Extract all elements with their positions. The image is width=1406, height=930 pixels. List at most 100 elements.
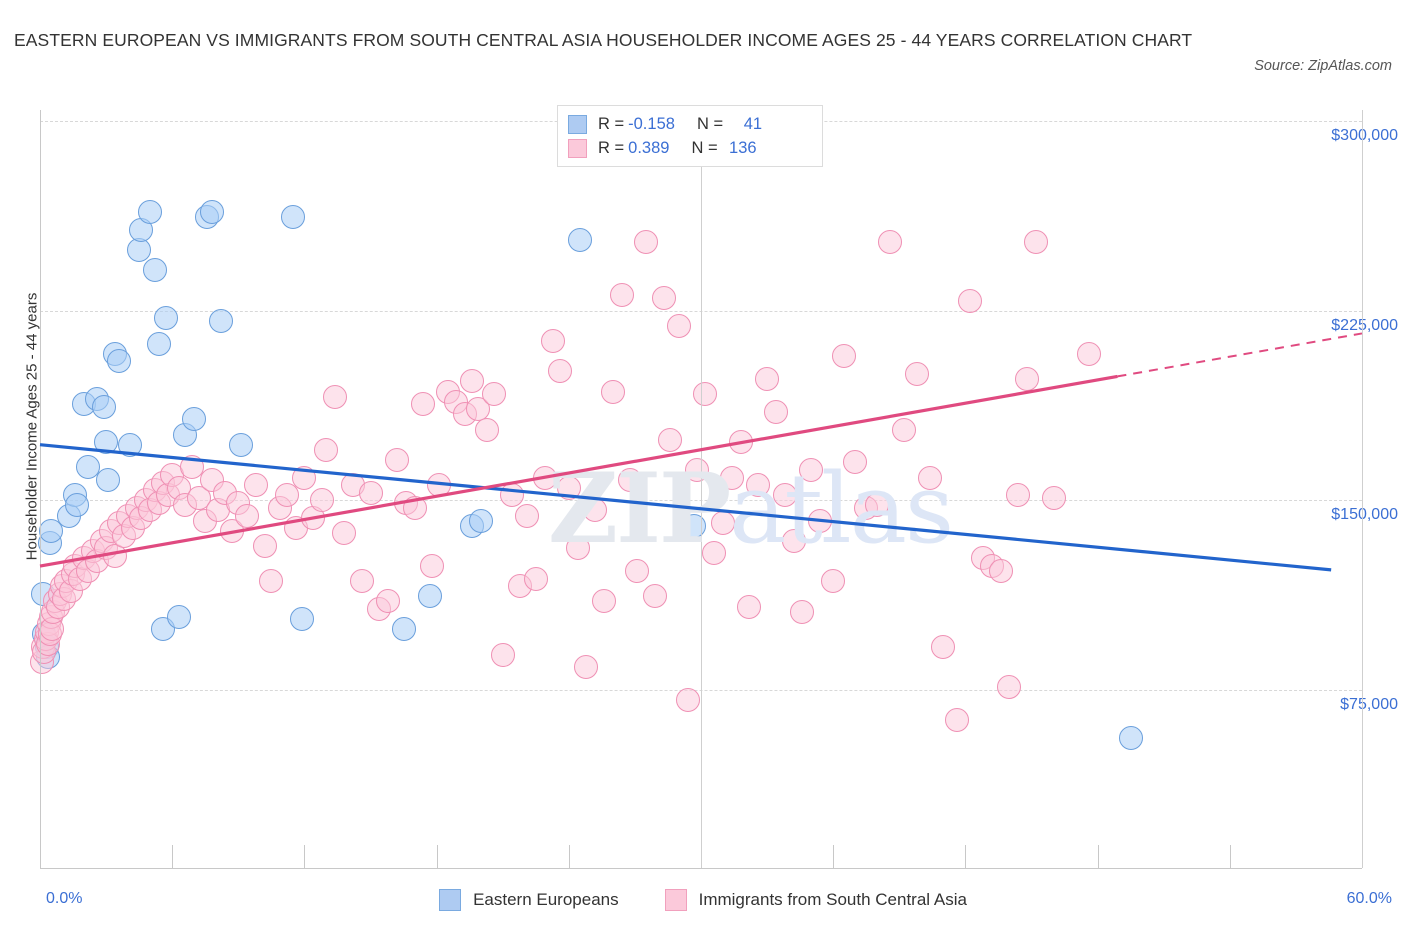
scatter-point[interactable] bbox=[658, 427, 683, 452]
scatter-point[interactable] bbox=[609, 283, 634, 308]
scatter-point[interactable] bbox=[618, 468, 643, 493]
scatter-point[interactable] bbox=[931, 635, 956, 659]
scatter-point[interactable] bbox=[499, 483, 524, 508]
scatter-point[interactable] bbox=[142, 258, 167, 283]
scatter-point[interactable] bbox=[426, 473, 451, 498]
scatter-point[interactable] bbox=[693, 382, 718, 407]
scatter-point[interactable] bbox=[235, 503, 260, 528]
scatter-point[interactable] bbox=[790, 599, 815, 624]
scatter-point[interactable] bbox=[682, 513, 707, 538]
scatter-point[interactable] bbox=[737, 594, 762, 619]
scatter-point[interactable] bbox=[384, 447, 409, 472]
scatter-point[interactable] bbox=[666, 313, 691, 338]
scatter-point[interactable] bbox=[997, 675, 1022, 700]
scatter-point[interactable] bbox=[781, 528, 806, 553]
scatter-point[interactable] bbox=[514, 503, 539, 528]
scatter-point[interactable] bbox=[1076, 341, 1101, 366]
scatter-point[interactable] bbox=[107, 349, 132, 374]
scatter-point[interactable] bbox=[807, 508, 832, 533]
scatter-point[interactable] bbox=[565, 536, 590, 561]
scatter-point[interactable] bbox=[532, 465, 557, 490]
scatter-point[interactable] bbox=[944, 708, 969, 733]
scatter-point[interactable] bbox=[711, 511, 736, 536]
scatter-point[interactable] bbox=[651, 286, 676, 311]
scatter-point[interactable] bbox=[96, 468, 121, 493]
scatter-point[interactable] bbox=[755, 366, 780, 391]
scatter-point[interactable] bbox=[459, 369, 484, 394]
scatter-point[interactable] bbox=[281, 205, 306, 230]
scatter-point[interactable] bbox=[1023, 230, 1048, 255]
scatter-point[interactable] bbox=[957, 288, 982, 313]
scatter-point[interactable] bbox=[243, 473, 268, 498]
scatter-point[interactable] bbox=[1041, 485, 1066, 510]
scatter-point[interactable] bbox=[772, 483, 797, 508]
scatter-point[interactable] bbox=[556, 475, 581, 500]
scatter-point[interactable] bbox=[1118, 726, 1143, 751]
scatter-point[interactable] bbox=[642, 584, 667, 609]
scatter-point[interactable] bbox=[391, 617, 416, 642]
scatter-point[interactable] bbox=[763, 399, 788, 424]
scatter-point[interactable] bbox=[417, 584, 442, 609]
scatter-point[interactable] bbox=[252, 533, 277, 558]
scatter-point[interactable] bbox=[490, 642, 515, 667]
scatter-point[interactable] bbox=[481, 382, 506, 407]
scatter-point[interactable] bbox=[675, 688, 700, 713]
scatter-point[interactable] bbox=[65, 493, 90, 518]
scatter-point[interactable] bbox=[541, 329, 566, 353]
legend-item-eastern-europeans[interactable]: Eastern Europeans bbox=[439, 889, 619, 911]
scatter-point[interactable] bbox=[475, 417, 500, 442]
scatter-point[interactable] bbox=[523, 566, 548, 591]
scatter-point[interactable] bbox=[118, 432, 143, 457]
scatter-point[interactable] bbox=[891, 417, 916, 442]
scatter-point[interactable] bbox=[702, 541, 727, 566]
scatter-point[interactable] bbox=[719, 465, 744, 490]
scatter-point[interactable] bbox=[904, 361, 929, 386]
scatter-point[interactable] bbox=[865, 493, 890, 518]
scatter-point[interactable] bbox=[878, 230, 903, 255]
legend-item-south-central-asia[interactable]: Immigrants from South Central Asia bbox=[664, 889, 967, 911]
scatter-point[interactable] bbox=[153, 306, 178, 331]
scatter-point[interactable] bbox=[1015, 366, 1040, 391]
scatter-point[interactable] bbox=[402, 495, 427, 520]
scatter-point[interactable] bbox=[349, 569, 374, 594]
scatter-point[interactable] bbox=[228, 432, 253, 457]
scatter-point[interactable] bbox=[832, 344, 857, 369]
scatter-point[interactable] bbox=[633, 230, 658, 255]
scatter-point[interactable] bbox=[292, 465, 317, 490]
scatter-point[interactable] bbox=[91, 394, 116, 419]
scatter-point[interactable] bbox=[138, 200, 163, 225]
scatter-point[interactable] bbox=[208, 308, 233, 333]
scatter-point[interactable] bbox=[547, 359, 572, 384]
scatter-point[interactable] bbox=[583, 498, 608, 523]
scatter-point[interactable] bbox=[166, 604, 191, 629]
scatter-point[interactable] bbox=[290, 607, 315, 632]
scatter-point[interactable] bbox=[600, 379, 625, 404]
scatter-point[interactable] bbox=[310, 488, 335, 513]
scatter-point[interactable] bbox=[127, 237, 152, 262]
scatter-point[interactable] bbox=[821, 569, 846, 594]
scatter-point[interactable] bbox=[1006, 483, 1031, 508]
scatter-point[interactable] bbox=[146, 331, 171, 356]
scatter-point[interactable] bbox=[684, 457, 709, 482]
scatter-point[interactable] bbox=[746, 473, 771, 498]
scatter-point[interactable] bbox=[468, 508, 493, 533]
scatter-point[interactable] bbox=[358, 480, 383, 505]
scatter-point[interactable] bbox=[259, 569, 284, 594]
scatter-point[interactable] bbox=[843, 450, 868, 475]
scatter-point[interactable] bbox=[376, 589, 401, 614]
scatter-point[interactable] bbox=[199, 200, 224, 225]
scatter-point[interactable] bbox=[799, 457, 824, 482]
scatter-point[interactable] bbox=[567, 227, 592, 252]
scatter-point[interactable] bbox=[592, 589, 617, 614]
scatter-point[interactable] bbox=[988, 559, 1013, 584]
scatter-point[interactable] bbox=[332, 521, 357, 546]
scatter-point[interactable] bbox=[574, 655, 599, 680]
scatter-point[interactable] bbox=[314, 437, 339, 462]
scatter-point[interactable] bbox=[728, 430, 753, 455]
scatter-point[interactable] bbox=[411, 392, 436, 417]
scatter-point[interactable] bbox=[625, 559, 650, 584]
scatter-point[interactable] bbox=[420, 554, 445, 579]
scatter-point[interactable] bbox=[182, 407, 207, 432]
scatter-point[interactable] bbox=[918, 465, 943, 490]
scatter-point[interactable] bbox=[94, 430, 119, 455]
